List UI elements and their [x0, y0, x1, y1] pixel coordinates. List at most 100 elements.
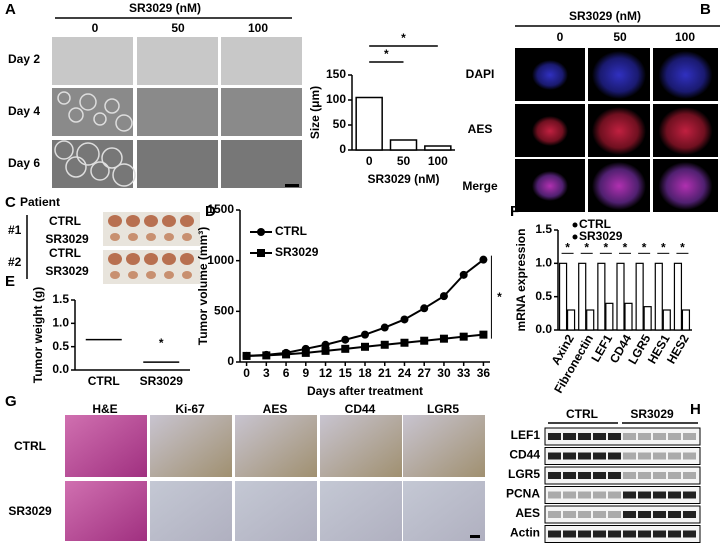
- label: SR3029: [630, 407, 674, 421]
- label: F: [510, 203, 519, 220]
- band: [638, 491, 651, 499]
- organoid: [57, 91, 71, 105]
- annotation: *: [159, 336, 164, 350]
- label: G: [5, 393, 17, 410]
- x-tick-label: 24: [398, 366, 412, 380]
- y-tick-label: 0: [339, 142, 346, 156]
- organoid: [104, 98, 120, 114]
- y-tick-label: 0.0: [52, 362, 69, 376]
- legend-marker: [572, 234, 578, 240]
- image-panel: [320, 415, 402, 477]
- tumor: [110, 271, 120, 279]
- organoid: [112, 163, 136, 187]
- marker: [439, 334, 448, 343]
- x-tick-label: 0: [243, 366, 250, 380]
- x-tick-label: 3: [263, 366, 270, 380]
- tumor: [128, 233, 138, 241]
- image-panel: [545, 506, 700, 523]
- legend-marker: [257, 249, 265, 257]
- label: LGR5: [427, 402, 459, 416]
- band: [548, 511, 561, 518]
- x-tick-label: 30: [437, 366, 451, 380]
- label: CD44: [345, 402, 376, 416]
- image-panel: [403, 415, 485, 477]
- band: [683, 452, 696, 460]
- organoid: [90, 161, 110, 181]
- tumor: [108, 253, 122, 265]
- organoid: [101, 147, 123, 169]
- y-tick-label: 100: [326, 92, 346, 106]
- band: [593, 472, 606, 479]
- band: [683, 530, 696, 538]
- organoid: [76, 142, 100, 166]
- band: [608, 511, 621, 518]
- y-tick-label: 150: [326, 67, 346, 81]
- x-tick-label: CTRL: [88, 374, 120, 388]
- nucleus: [532, 171, 568, 201]
- annotation: *: [661, 241, 666, 255]
- organoid: [65, 156, 87, 178]
- label: CTRL: [566, 407, 598, 421]
- marker: [301, 348, 310, 357]
- y-tick-label: 1500: [207, 202, 234, 216]
- marker: [380, 323, 389, 332]
- band: [548, 472, 561, 479]
- legend-label: CTRL: [579, 217, 611, 231]
- annotation: *: [584, 241, 589, 255]
- organoid: [68, 107, 84, 123]
- tumor: [144, 215, 158, 227]
- image-panel: [221, 88, 302, 136]
- nucleus: [592, 162, 646, 210]
- x-tick-label: SR3029: [140, 374, 184, 388]
- tumor: [162, 215, 176, 227]
- blot-frame: [544, 505, 701, 524]
- bar: [566, 309, 576, 331]
- label: SR3029 (nM): [129, 1, 201, 15]
- label: SR3029: [45, 232, 89, 246]
- band: [593, 491, 606, 499]
- image-panel: [545, 447, 700, 465]
- blot-frame: [544, 486, 701, 504]
- annotation: *: [642, 241, 647, 255]
- band: [578, 433, 591, 440]
- y-tick-label: 1.0: [535, 256, 552, 270]
- organoid: [79, 93, 97, 111]
- band: [653, 433, 666, 440]
- label: CD44: [509, 448, 540, 462]
- bar: [654, 262, 663, 331]
- y-tick-label: 1.0: [52, 316, 69, 330]
- bar: [578, 262, 587, 331]
- label: SR3029: [8, 504, 52, 518]
- y-tick-label: 1.5: [52, 292, 69, 306]
- bar: [635, 262, 644, 331]
- bar: [616, 262, 625, 331]
- tumor: [182, 271, 192, 279]
- x-tick-label: 27: [418, 366, 432, 380]
- x-tick-label: 50: [397, 154, 411, 168]
- blot-frame: [544, 427, 701, 446]
- label: 0: [557, 30, 564, 44]
- marker: [361, 330, 369, 339]
- tumor: [108, 215, 122, 227]
- band: [668, 530, 681, 538]
- image-panel: [545, 467, 700, 484]
- tumor: [128, 271, 138, 279]
- x-tick-label: 33: [457, 366, 471, 380]
- band: [593, 452, 606, 460]
- marker: [479, 330, 488, 339]
- image-panel: [137, 37, 218, 85]
- band: [638, 452, 651, 460]
- band: [578, 452, 591, 460]
- y-axis-label: Tumor volume (mm³): [196, 227, 210, 345]
- band: [623, 472, 636, 479]
- bar: [643, 306, 652, 331]
- bar: [558, 262, 568, 331]
- annotation: *: [604, 241, 609, 255]
- blot-frame: [544, 466, 701, 485]
- marker: [321, 346, 330, 355]
- bar: [681, 309, 691, 331]
- band: [608, 452, 621, 460]
- image-panel: [221, 140, 302, 188]
- label: 50: [171, 21, 185, 35]
